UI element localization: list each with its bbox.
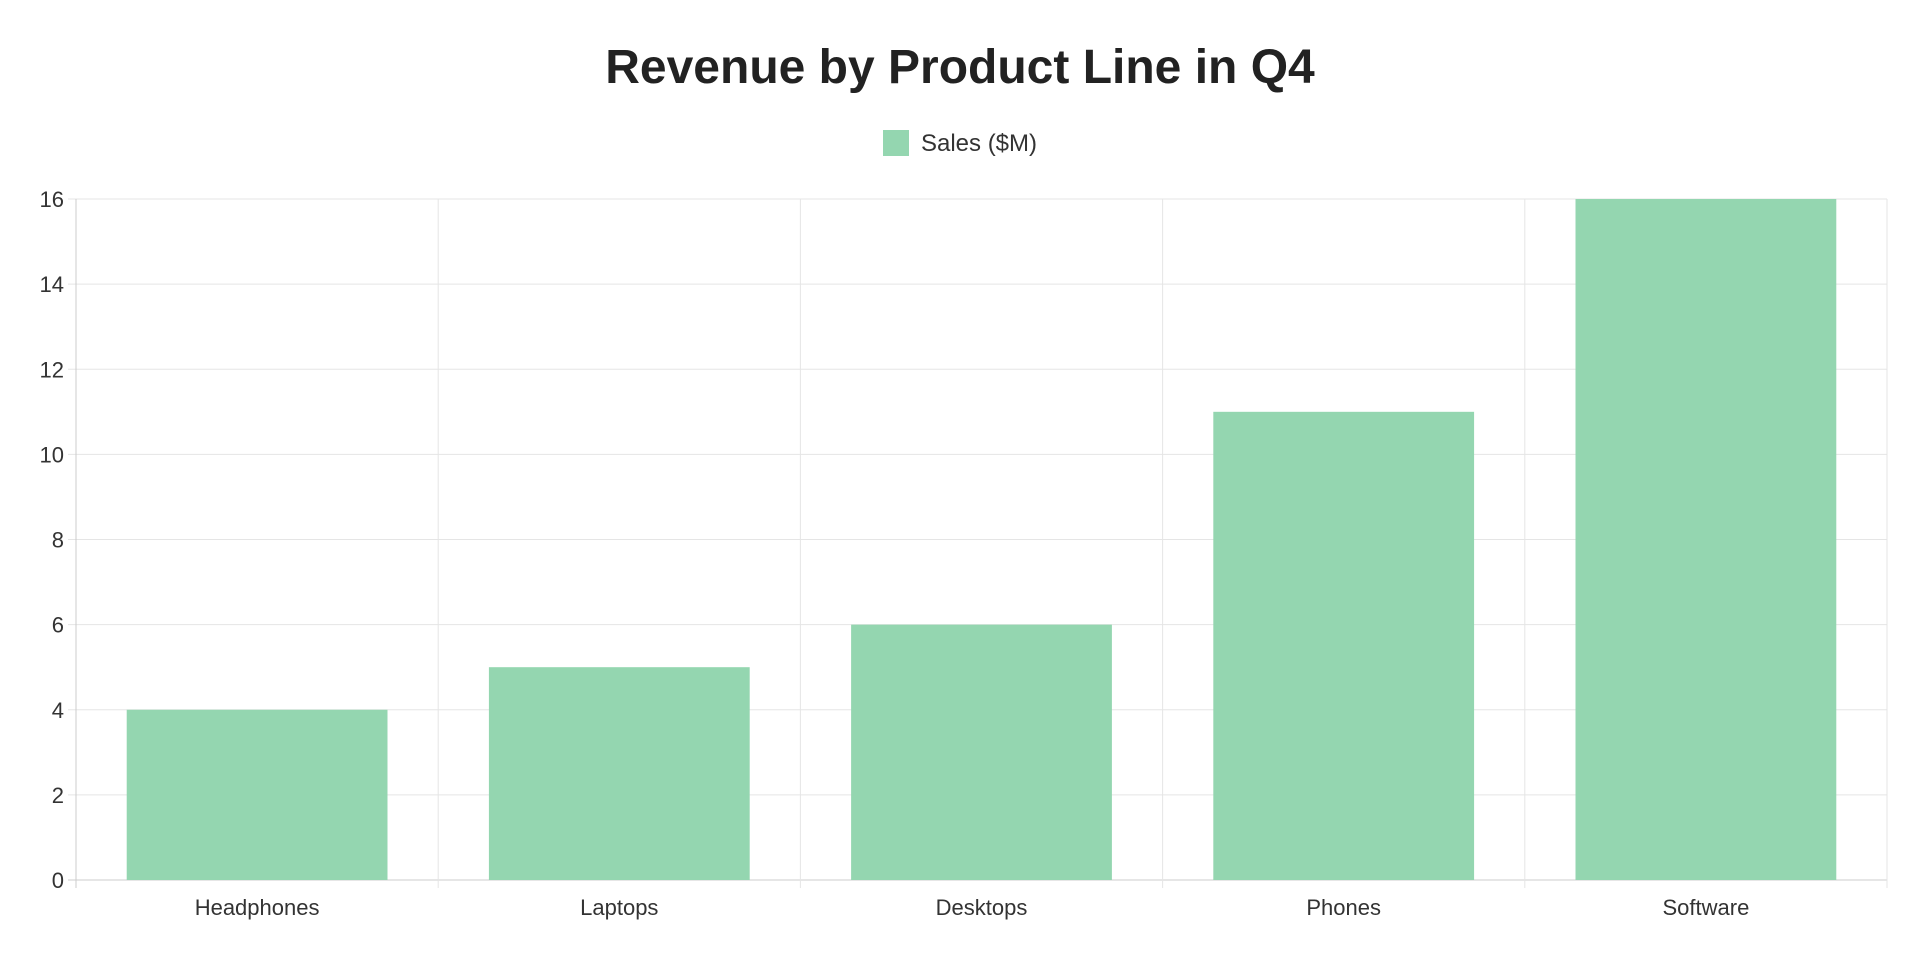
x-tick-label: Desktops: [936, 895, 1028, 920]
y-tick-label: 14: [40, 272, 64, 297]
x-tick-label: Laptops: [580, 895, 658, 920]
y-tick-label: 16: [40, 187, 64, 212]
bar-desktops: [851, 624, 1112, 880]
legend-label: Sales ($M): [920, 130, 1038, 157]
bar-laptops: [488, 667, 750, 880]
y-tick-label: 0: [52, 868, 64, 893]
chart-title: Revenue by Product Line in Q4: [605, 41, 1315, 94]
bar-headphones: [126, 709, 388, 880]
bar-software: [1575, 199, 1837, 880]
y-tick-label: 4: [52, 698, 64, 723]
y-tick-label: 2: [52, 783, 64, 808]
x-tick-label: Headphones: [195, 895, 320, 920]
legend-swatch: [882, 130, 909, 156]
y-tick-label: 8: [52, 528, 64, 553]
legend[interactable]: Sales ($M): [0, 130, 1920, 158]
bar-phones: [1213, 411, 1475, 880]
y-tick-label: 6: [52, 613, 64, 638]
x-tick-label: Software: [1662, 895, 1749, 920]
y-tick-label: 10: [40, 442, 64, 467]
x-tick-label: Phones: [1306, 895, 1381, 920]
y-tick-label: 12: [40, 357, 64, 382]
